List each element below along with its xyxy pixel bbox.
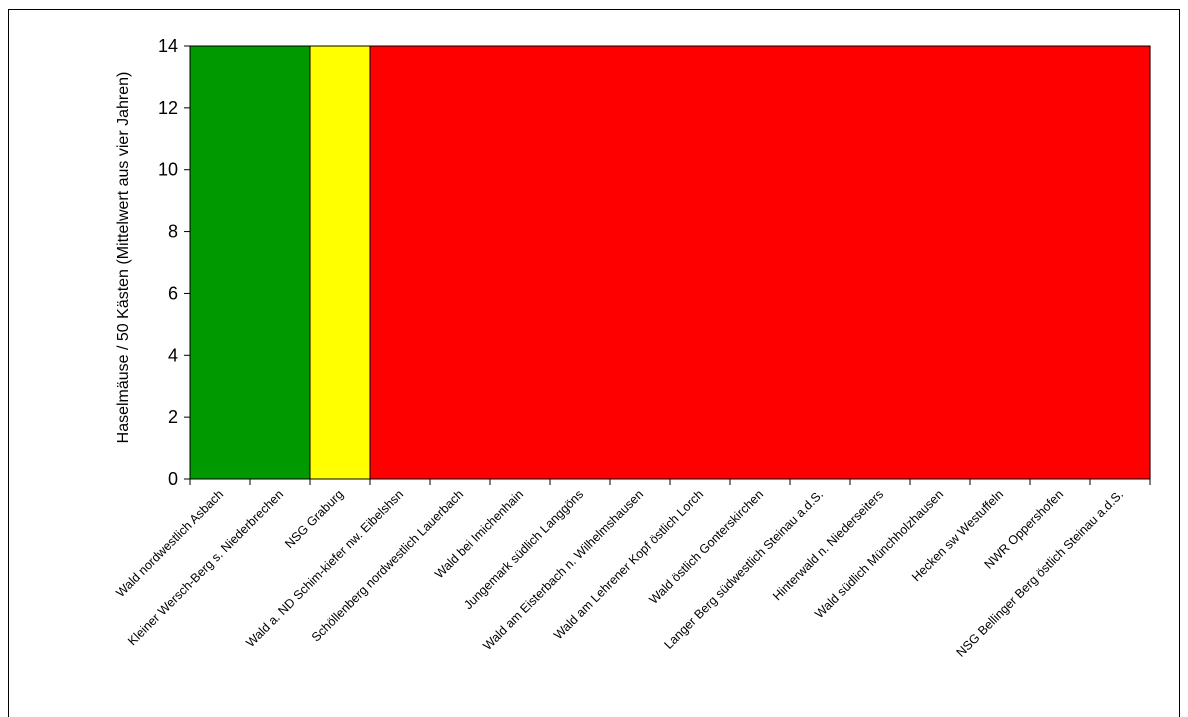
bar-6 bbox=[550, 46, 611, 479]
y-tick-label: 14 bbox=[158, 36, 178, 56]
bar-8 bbox=[670, 46, 731, 479]
x-tick-label: NSG Graburg bbox=[282, 487, 346, 551]
plot-axes bbox=[189, 46, 1151, 485]
x-tick-label: Hinterwald n. Niederseiters bbox=[770, 487, 886, 603]
y-tick-label: 10 bbox=[158, 160, 178, 180]
y-axis-title: Haselmäuse / 50 Kästen (Mittelwert aus v… bbox=[115, 72, 132, 444]
bar-0 bbox=[190, 46, 251, 479]
y-tick-label: 6 bbox=[168, 283, 178, 303]
y-tick-label: 0 bbox=[168, 469, 178, 489]
bar-5 bbox=[490, 46, 551, 479]
x-tick-label: Wald südlich Münchholzhausen bbox=[812, 487, 946, 621]
bar-11 bbox=[850, 46, 911, 479]
plot-bars bbox=[189, 45, 1151, 480]
y-tick-label: 8 bbox=[168, 222, 178, 242]
bar-12 bbox=[910, 46, 971, 479]
y-tick-label: 12 bbox=[158, 98, 178, 118]
bar-15 bbox=[1090, 46, 1151, 479]
bar-2 bbox=[310, 46, 371, 479]
x-tick-label: Wald nordwestlich Asbach bbox=[113, 487, 226, 600]
y-tick-label: 4 bbox=[168, 345, 178, 365]
bar-9 bbox=[730, 46, 791, 479]
bar-1 bbox=[250, 46, 311, 479]
bar-14 bbox=[1030, 46, 1091, 479]
x-tick-label: Wald östlich Gonterskirchen bbox=[647, 487, 767, 607]
bar-10 bbox=[790, 46, 851, 479]
chart-frame bbox=[8, 9, 1180, 717]
y-axis-ticks: 0 2 4 6 8 10 12 14 bbox=[158, 36, 190, 489]
bar-3 bbox=[370, 46, 431, 479]
bar-13 bbox=[970, 46, 1031, 479]
bar-7 bbox=[610, 46, 671, 479]
x-tick-label: Jungemark südlich Langgöns bbox=[461, 487, 586, 612]
bar-4 bbox=[430, 46, 491, 479]
y-tick-label: 2 bbox=[168, 407, 178, 427]
